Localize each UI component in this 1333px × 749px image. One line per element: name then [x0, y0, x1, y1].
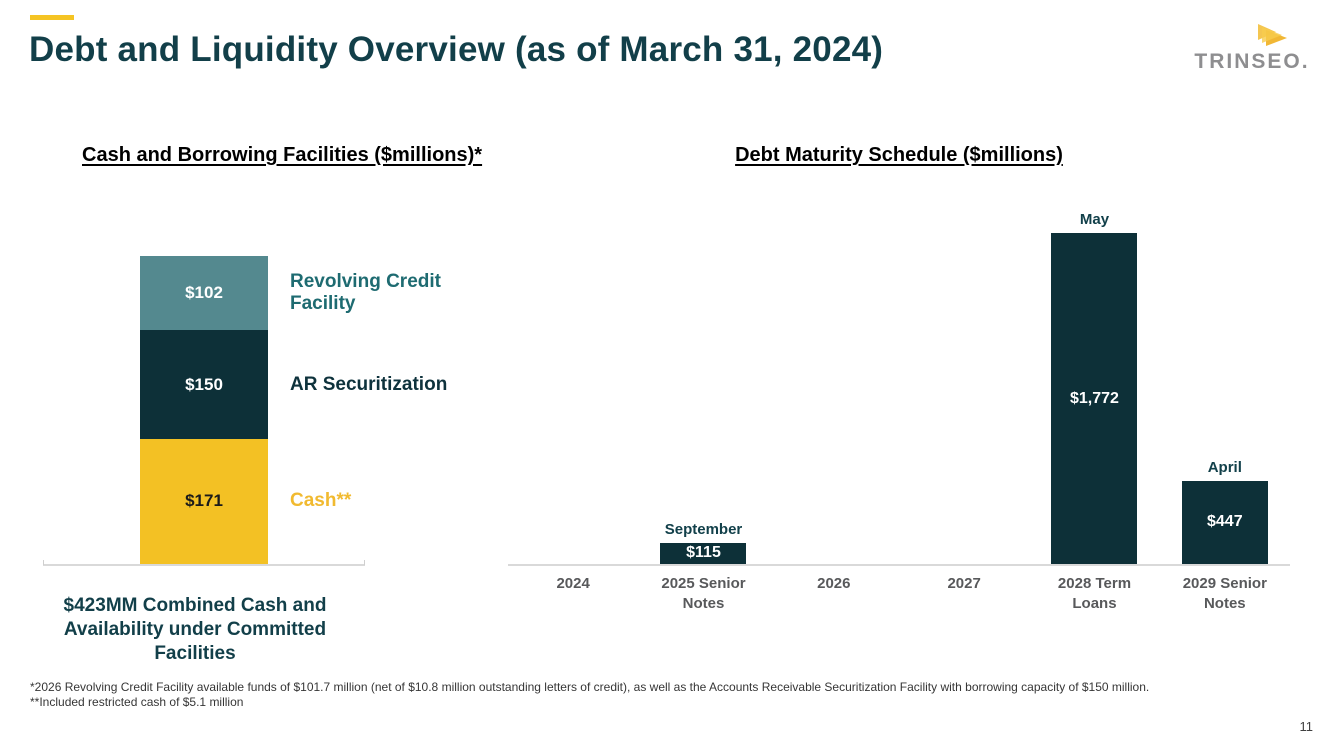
trinseo-arrow-icon: [1258, 24, 1287, 46]
left-chart-title: Cash and Borrowing Facilities ($millions…: [82, 144, 483, 166]
maturity-column-5: April $447: [1160, 190, 1290, 564]
trinseo-logo-text: TRINSEO.: [1194, 50, 1310, 73]
legend-label: AR Securitization: [290, 373, 448, 395]
stack-segment-2: $171: [140, 439, 268, 564]
stack-segment-0: $102: [140, 256, 268, 331]
maturity-category-label: 2027: [947, 575, 981, 592]
maturity-column-0: [508, 190, 638, 564]
maturity-column-2: [769, 190, 899, 564]
maturity-columns: September $115 May $1,772 April $447: [508, 190, 1290, 564]
maturity-month-label: May: [1079, 211, 1110, 228]
maturity-month-label: April: [1207, 458, 1242, 476]
axis-tick: [364, 560, 365, 565]
maturity-bar-value: $115: [686, 544, 721, 562]
page-number: 11: [1299, 719, 1314, 734]
maturity-bar: $447: [1181, 480, 1268, 564]
stack-segment-value: $150: [185, 374, 223, 394]
left-chart-baseline: [43, 560, 365, 566]
right-chart-baseline: [508, 564, 1290, 566]
left-chart-caption: $423MM Combined Cash and Availability un…: [63, 595, 327, 664]
maturity-category-label: 2028 Term Loans: [1057, 575, 1132, 612]
maturity-bar: $115: [660, 542, 747, 564]
footnotes: *2026 Revolving Credit Facility availabl…: [30, 680, 1302, 711]
maturity-category-label: 2026: [817, 575, 851, 592]
maturity-category-label: 2029 Senior Notes: [1182, 575, 1267, 612]
maturity-bar: $1,772: [1051, 233, 1138, 564]
stack-segment-value: $171: [185, 491, 223, 511]
legend-row-1: AR Securitization: [290, 330, 475, 439]
maturity-column-3: [899, 190, 1029, 564]
maturity-bar-value: $1,772: [1070, 389, 1119, 407]
maturity-category-label: 2024: [556, 575, 590, 592]
footnote-1: *2026 Revolving Credit Facility availabl…: [30, 680, 1150, 694]
maturity-bar-value: $447: [1207, 513, 1243, 531]
maturity-categories: 2024 2025 Senior Notes 2026 2027 2028 Term L…: [508, 574, 1290, 613]
slide-title: Debt and Liquidity Overview (as of March…: [29, 30, 884, 69]
stacked-bar-legend: Revolving Credit Facility AR Securitizati…: [290, 256, 475, 564]
right-chart-title: Debt Maturity Schedule ($millions): [735, 144, 1063, 166]
trinseo-logo: TRINSEO.: [1192, 22, 1312, 74]
stacked-bar: $102 $150 $171: [140, 256, 268, 564]
maturity-column-4: May $1,772: [1029, 190, 1159, 564]
accent-dash: [30, 15, 74, 20]
legend-row-0: Revolving Credit Facility: [290, 256, 475, 330]
legend-label: Cash**: [290, 490, 352, 512]
maturity-category-label: 2025 Senior Notes: [661, 575, 746, 612]
legend-label: Revolving Credit Facility: [290, 271, 441, 315]
maturity-column-1: September $115: [638, 190, 768, 564]
stack-segment-1: $150: [140, 330, 268, 440]
stack-segment-value: $102: [185, 283, 223, 303]
maturity-month-label: September: [664, 520, 743, 538]
footnote-2: **Included restricted cash of $5.1 milli…: [30, 695, 244, 710]
legend-row-2: Cash**: [290, 439, 475, 563]
axis-tick: [43, 560, 44, 565]
